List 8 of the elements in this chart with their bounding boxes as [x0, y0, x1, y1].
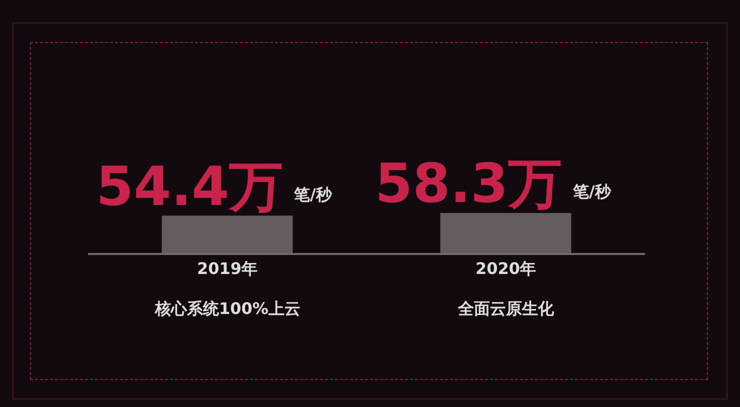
text: 笔/秒 [293, 185, 333, 204]
data-label: 58.3万 [375, 152, 562, 215]
text: 核心系统100%上云 [154, 299, 300, 318]
x-tick-label: 2020年 [475, 259, 536, 278]
text: 笔/秒 [572, 182, 612, 201]
text: 全面云原生化 [457, 299, 555, 318]
x-tick-label: 2019年 [196, 259, 258, 278]
data-label: 54.4万 [96, 155, 284, 218]
